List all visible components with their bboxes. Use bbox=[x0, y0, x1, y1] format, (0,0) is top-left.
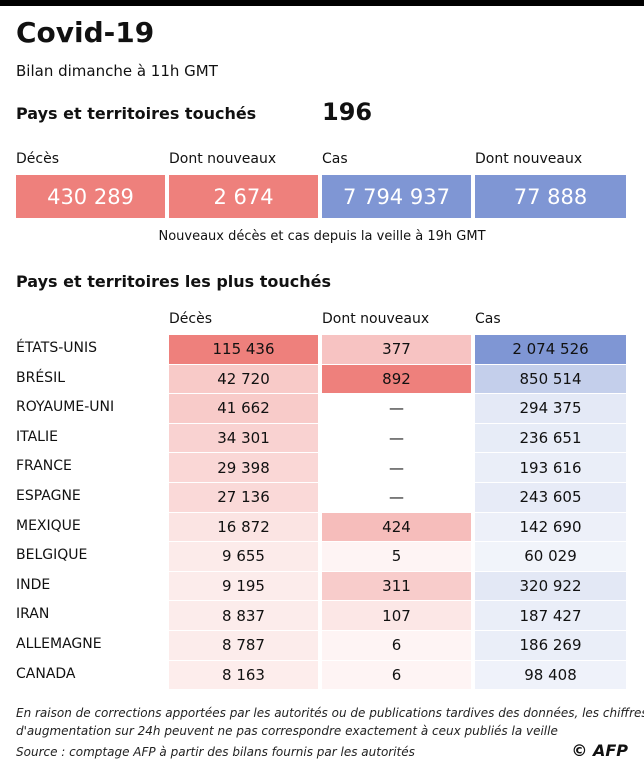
card-label: Dont nouveaux bbox=[475, 151, 583, 167]
table-cell: 8 837 bbox=[169, 601, 318, 630]
top-bar bbox=[0, 0, 644, 6]
card-value: 7 794 937 bbox=[322, 175, 471, 218]
column-header: Décès bbox=[169, 311, 212, 327]
table-cell: 41 662 bbox=[169, 394, 318, 423]
table-cell: 16 872 bbox=[169, 512, 318, 542]
table-cell: — bbox=[322, 453, 471, 482]
table-cell: 8 787 bbox=[169, 631, 318, 660]
table-cell: 311 bbox=[322, 571, 471, 601]
table-cell: 60 029 bbox=[475, 542, 626, 571]
row-label: MEXIQUE bbox=[16, 517, 81, 534]
table-cell: 320 922 bbox=[475, 571, 626, 601]
table-cell: 243 605 bbox=[475, 483, 626, 512]
table-cell: 142 690 bbox=[475, 512, 626, 542]
table-cell: 294 375 bbox=[475, 394, 626, 423]
table-cell: 34 301 bbox=[169, 423, 318, 453]
table-cell: 9 195 bbox=[169, 571, 318, 601]
table-cell: 850 514 bbox=[475, 364, 626, 394]
table-cell: 5 bbox=[322, 542, 471, 571]
table-cell: 42 720 bbox=[169, 364, 318, 394]
table-cell: 892 bbox=[322, 364, 471, 394]
card-value: 2 674 bbox=[169, 175, 318, 218]
title: Covid-19 bbox=[16, 16, 155, 49]
column-header: Cas bbox=[475, 311, 501, 327]
table-cell: — bbox=[322, 423, 471, 453]
card-label: Dont nouveaux bbox=[169, 151, 277, 167]
row-label: BELGIQUE bbox=[16, 547, 88, 564]
table-title: Pays et territoires les plus touchés bbox=[16, 272, 332, 291]
affected-label: Pays et territoires touchés bbox=[16, 104, 257, 123]
card-label: Décès bbox=[16, 151, 59, 167]
row-label: ROYAUME-UNI bbox=[16, 399, 115, 416]
row-label: ESPAGNE bbox=[16, 488, 81, 504]
table-cell: 2 074 526 bbox=[475, 335, 626, 364]
table-cell: 377 bbox=[322, 335, 471, 364]
table-cell: 6 bbox=[322, 631, 471, 660]
row-label: BRÉSIL bbox=[16, 369, 65, 386]
summary-note: Nouveaux décès et cas depuis la veille à… bbox=[158, 229, 486, 244]
table-cell: 29 398 bbox=[169, 453, 318, 482]
column-header: Dont nouveaux bbox=[322, 311, 430, 327]
table-cell: 236 651 bbox=[475, 423, 626, 453]
row-label: ÉTATS-UNIS bbox=[16, 340, 98, 356]
row-label: INDE bbox=[16, 576, 51, 593]
table-cell: 98 408 bbox=[475, 660, 626, 690]
table-cell: 186 269 bbox=[475, 631, 626, 660]
table-cell: — bbox=[322, 394, 471, 423]
table-cell: 8 163 bbox=[169, 660, 318, 690]
row-label: IRAN bbox=[16, 606, 50, 623]
table-cell: 9 655 bbox=[169, 542, 318, 571]
row-label: ITALIE bbox=[16, 428, 58, 445]
table-cell: 6 bbox=[322, 660, 471, 690]
credit: © AFP bbox=[571, 741, 628, 760]
table-cell: 115 436 bbox=[169, 335, 318, 364]
table-cell: 187 427 bbox=[475, 601, 626, 630]
table-cell: 107 bbox=[322, 601, 471, 630]
table-cell: 193 616 bbox=[475, 453, 626, 482]
row-label: CANADA bbox=[16, 665, 76, 682]
table-cell: 424 bbox=[322, 512, 471, 542]
table-cell: — bbox=[322, 483, 471, 512]
row-label: FRANCE bbox=[16, 458, 72, 475]
subtitle: Bilan dimanche à 11h GMT bbox=[16, 62, 218, 80]
card-label: Cas bbox=[322, 151, 348, 167]
source: Source : comptage AFP à partir des bilan… bbox=[16, 745, 415, 759]
card-value: 77 888 bbox=[475, 175, 626, 218]
row-label: ALLEMAGNE bbox=[16, 636, 102, 652]
footnote: En raison de corrections apportées par l… bbox=[16, 706, 644, 720]
table-cell: 27 136 bbox=[169, 483, 318, 512]
footnote: d'augmentation sur 24h peuvent ne pas co… bbox=[16, 724, 558, 738]
affected-value: 196 bbox=[322, 98, 373, 126]
card-value: 430 289 bbox=[16, 175, 165, 218]
